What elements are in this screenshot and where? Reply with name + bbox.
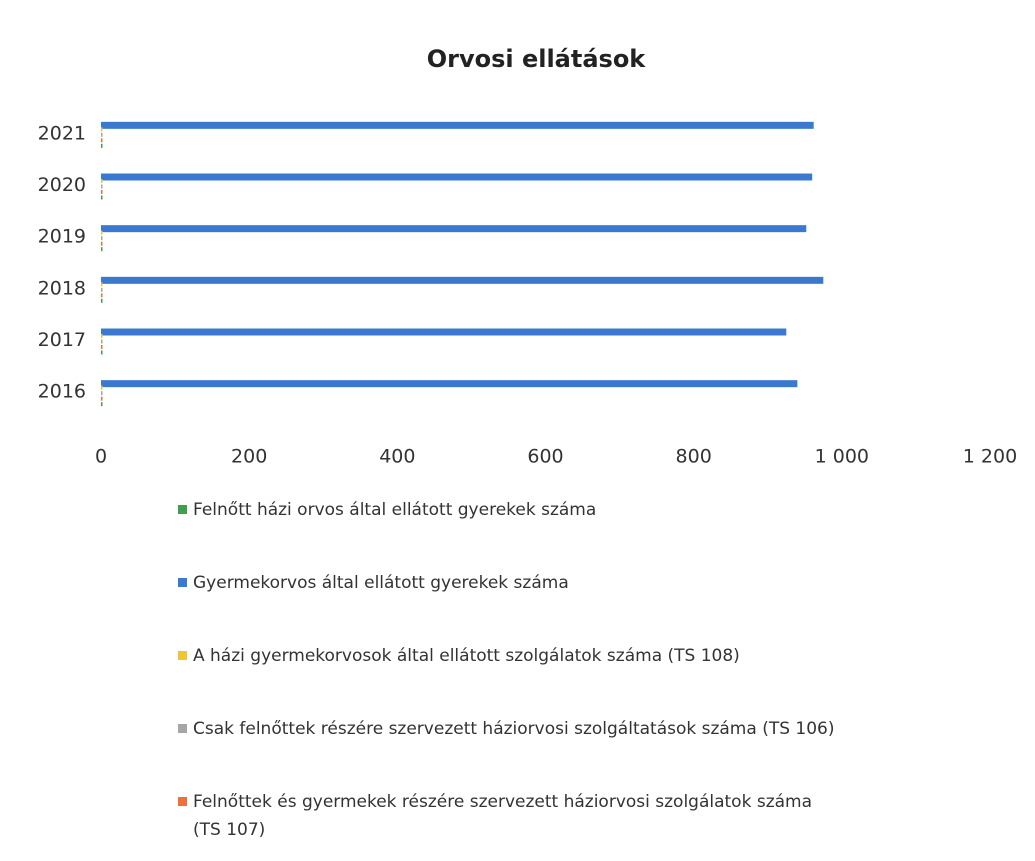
x-tick-label: 800 bbox=[676, 446, 712, 468]
x-tick-label: 200 bbox=[231, 446, 267, 468]
bar bbox=[101, 127, 103, 132]
bar bbox=[101, 380, 798, 388]
bar bbox=[101, 293, 103, 298]
y-tick-label: 2018 bbox=[38, 277, 86, 299]
legend-label: A házi gyermekorvosok által ellátott szo… bbox=[193, 646, 740, 666]
bar bbox=[101, 230, 103, 235]
legend-entry: Felnőtt házi orvos által ellátott gyerek… bbox=[178, 496, 878, 569]
page: {"chart_data": {"type": "bar", "orientat… bbox=[37, 45, 1018, 840]
x-tick-label: 0 bbox=[95, 446, 107, 468]
bar bbox=[101, 184, 103, 189]
x-tick-label: 1 200 bbox=[963, 446, 1017, 468]
legend-swatch bbox=[178, 505, 187, 514]
legend-entry: Gyermekorvos által ellátott gyerekek szá… bbox=[178, 569, 878, 642]
legend-entry: A házi gyermekorvosok által ellátott szo… bbox=[178, 642, 878, 715]
legend-swatch bbox=[178, 797, 187, 806]
bar bbox=[101, 225, 807, 233]
y-tick-label: 2019 bbox=[38, 226, 86, 248]
chart-title: Orvosi ellátások bbox=[427, 45, 647, 73]
y-tick-label: 2017 bbox=[38, 329, 86, 351]
bar bbox=[101, 339, 103, 344]
bar bbox=[101, 195, 103, 200]
bar bbox=[101, 173, 813, 181]
bar bbox=[101, 402, 103, 407]
bar bbox=[101, 328, 787, 336]
bar bbox=[101, 298, 103, 303]
bar bbox=[101, 276, 824, 284]
bar bbox=[101, 282, 103, 287]
bar bbox=[101, 241, 103, 246]
bar bbox=[101, 179, 103, 183]
legend-label: Felnőtt házi orvos által ellátott gyerek… bbox=[193, 500, 597, 520]
legend-swatch bbox=[178, 724, 187, 733]
bar bbox=[101, 396, 103, 401]
bar bbox=[101, 334, 103, 338]
x-tick-label: 1 000 bbox=[815, 446, 869, 468]
y-tick-label: 2021 bbox=[38, 122, 86, 144]
legend-label: Felnőttek és gyermekek részére szervezet… bbox=[193, 792, 813, 840]
bar bbox=[101, 121, 814, 129]
bar bbox=[101, 190, 103, 194]
y-tick-label: 2016 bbox=[38, 381, 86, 403]
legend-swatch bbox=[178, 651, 187, 660]
bar bbox=[101, 350, 103, 355]
legend: Felnőtt házi orvos által ellátott gyerek… bbox=[178, 496, 878, 861]
bar bbox=[101, 287, 103, 292]
bar bbox=[101, 138, 103, 143]
bar bbox=[101, 385, 103, 390]
x-tick-label: 600 bbox=[527, 446, 563, 468]
bar bbox=[101, 132, 103, 137]
legend-entry: Felnőttek és gyermekek részére szervezet… bbox=[178, 788, 878, 861]
legend-label: Csak felnőttek részére szervezett házior… bbox=[193, 719, 835, 739]
bar bbox=[101, 247, 103, 252]
x-tick-label: 400 bbox=[379, 446, 415, 468]
bar bbox=[101, 345, 103, 349]
chart: Orvosi ellátások 0 200 400 600 800 1 000 1 200… bbox=[38, 45, 1018, 468]
bar bbox=[101, 391, 103, 396]
bar bbox=[101, 143, 103, 148]
legend-swatch bbox=[178, 578, 187, 587]
bar bbox=[101, 236, 103, 241]
y-tick-label: 2020 bbox=[38, 174, 86, 196]
legend-entry: Csak felnőttek részére szervezett házior… bbox=[178, 715, 878, 788]
legend-label: Gyermekorvos által ellátott gyerekek szá… bbox=[193, 573, 569, 593]
